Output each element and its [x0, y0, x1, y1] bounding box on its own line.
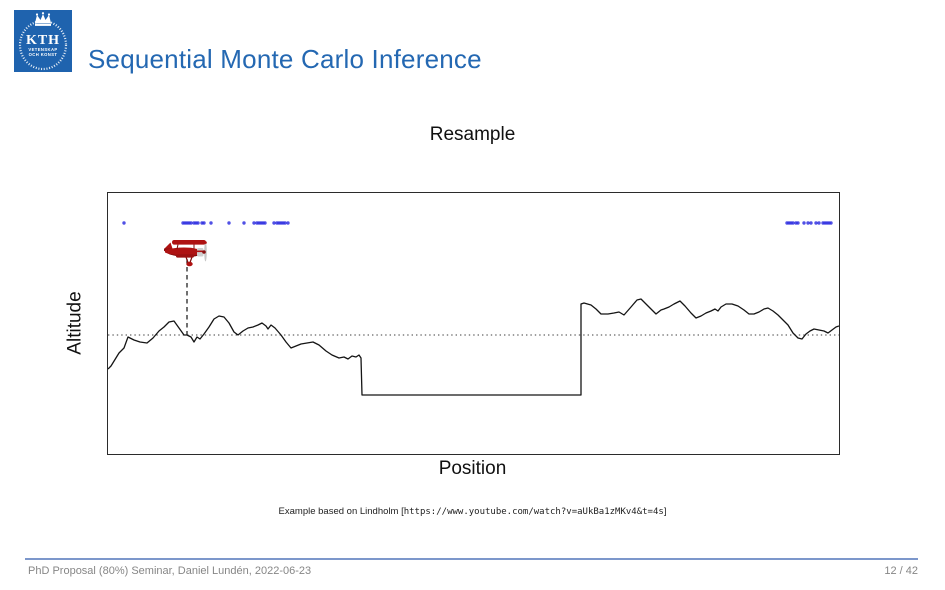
figure-caption: Example based on Lindholm [https://www.y…: [0, 506, 945, 517]
footer-rule: [25, 558, 918, 560]
kth-logo-line2: OCH KONST: [29, 52, 58, 57]
crown-icon: [35, 12, 51, 26]
terrain-line: [108, 298, 839, 396]
y-axis-label-wrap: Altitude: [64, 192, 88, 453]
caption-url-link[interactable]: https://www.youtube.com/watch?v=aUkBa1zM…: [403, 507, 664, 517]
y-axis-label: Altitude: [65, 290, 86, 355]
footer-author-text: PhD Proposal (80%) Seminar, Daniel Lundé…: [28, 565, 312, 577]
plot-area: [107, 192, 840, 455]
kth-logo-acronym: KTH: [26, 33, 60, 48]
caption-suffix: ]: [663, 506, 667, 517]
kth-logo-line1: VETENSKAP: [28, 47, 57, 52]
airplane-icon: [164, 240, 207, 267]
footer-page-number: 12 / 42: [884, 565, 918, 577]
x-axis-label: Position: [438, 458, 507, 479]
caption-prefix: Example based on Lindholm [: [278, 506, 404, 517]
slide-title: Sequential Monte Carlo Inference: [88, 44, 482, 75]
particle-dots: [122, 221, 833, 225]
laurel-wreath-icon: [18, 19, 68, 71]
kth-logo: KTH VETENSKAP OCH KONST: [14, 10, 72, 72]
chart-title: Resample: [429, 124, 516, 145]
